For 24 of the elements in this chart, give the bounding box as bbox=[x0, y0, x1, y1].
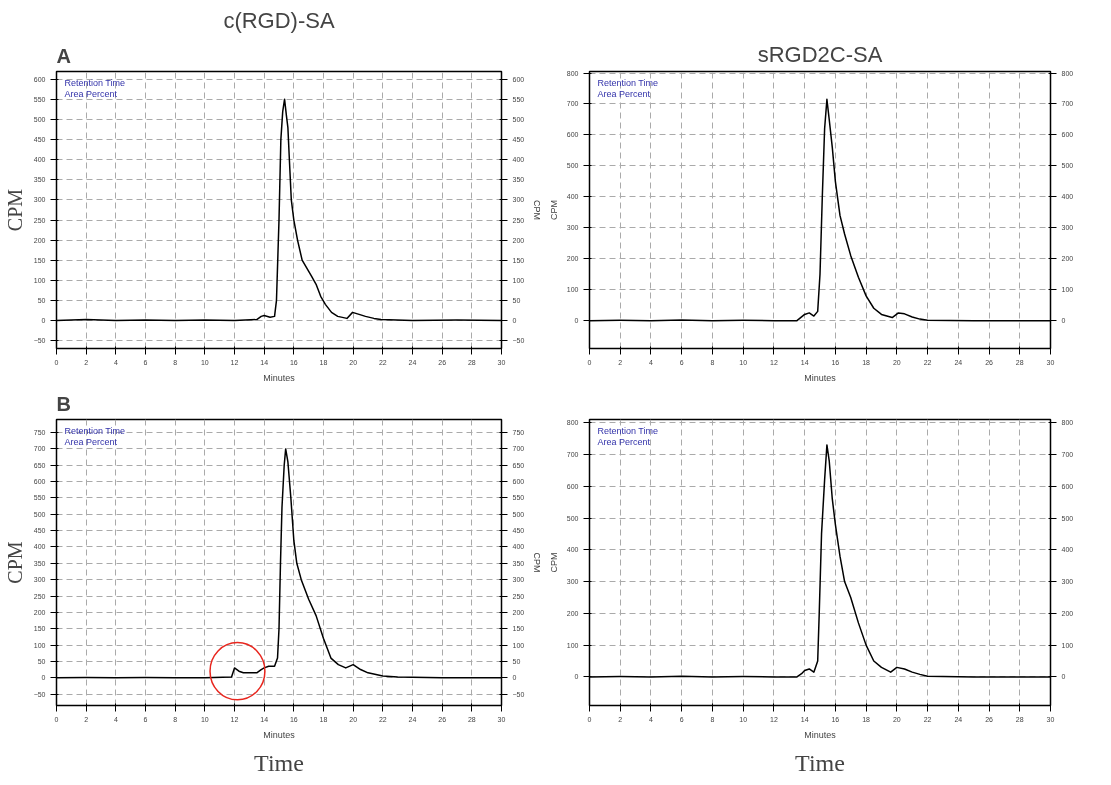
x-axis-title: Minutes bbox=[263, 729, 296, 740]
y-axis-title: CPM bbox=[3, 541, 26, 584]
chart-title: sRGD2C-SA bbox=[757, 41, 883, 67]
annotation: Area Percent bbox=[597, 436, 651, 447]
x-axis-title: Minutes bbox=[804, 729, 837, 740]
y-axis-title: CPM bbox=[548, 200, 559, 220]
x-axis-title: Minutes bbox=[263, 372, 296, 383]
annotation: Area Percent bbox=[597, 88, 651, 99]
x-axis-title: Minutes bbox=[804, 372, 837, 383]
annotation: Area Percent bbox=[64, 88, 118, 99]
chart-subtitle: A bbox=[56, 44, 71, 67]
annotation: Retention Time bbox=[64, 77, 126, 88]
y2-axis-title: CPM bbox=[532, 200, 543, 220]
annotation: Retention Time bbox=[597, 425, 659, 436]
text: Time bbox=[254, 749, 304, 776]
y-axis-title: CPM bbox=[548, 552, 559, 573]
annotation: Area Percent bbox=[64, 436, 118, 447]
chart-subtitle: B bbox=[56, 392, 71, 415]
annotation: Retention Time bbox=[597, 77, 659, 88]
annotation: Retention Time bbox=[64, 425, 126, 436]
y-axis-title: CPM bbox=[3, 188, 26, 232]
text: Time bbox=[795, 749, 845, 776]
chart-title: c(RGD)-SA bbox=[223, 7, 335, 33]
y2-axis-title: CPM bbox=[532, 552, 543, 573]
